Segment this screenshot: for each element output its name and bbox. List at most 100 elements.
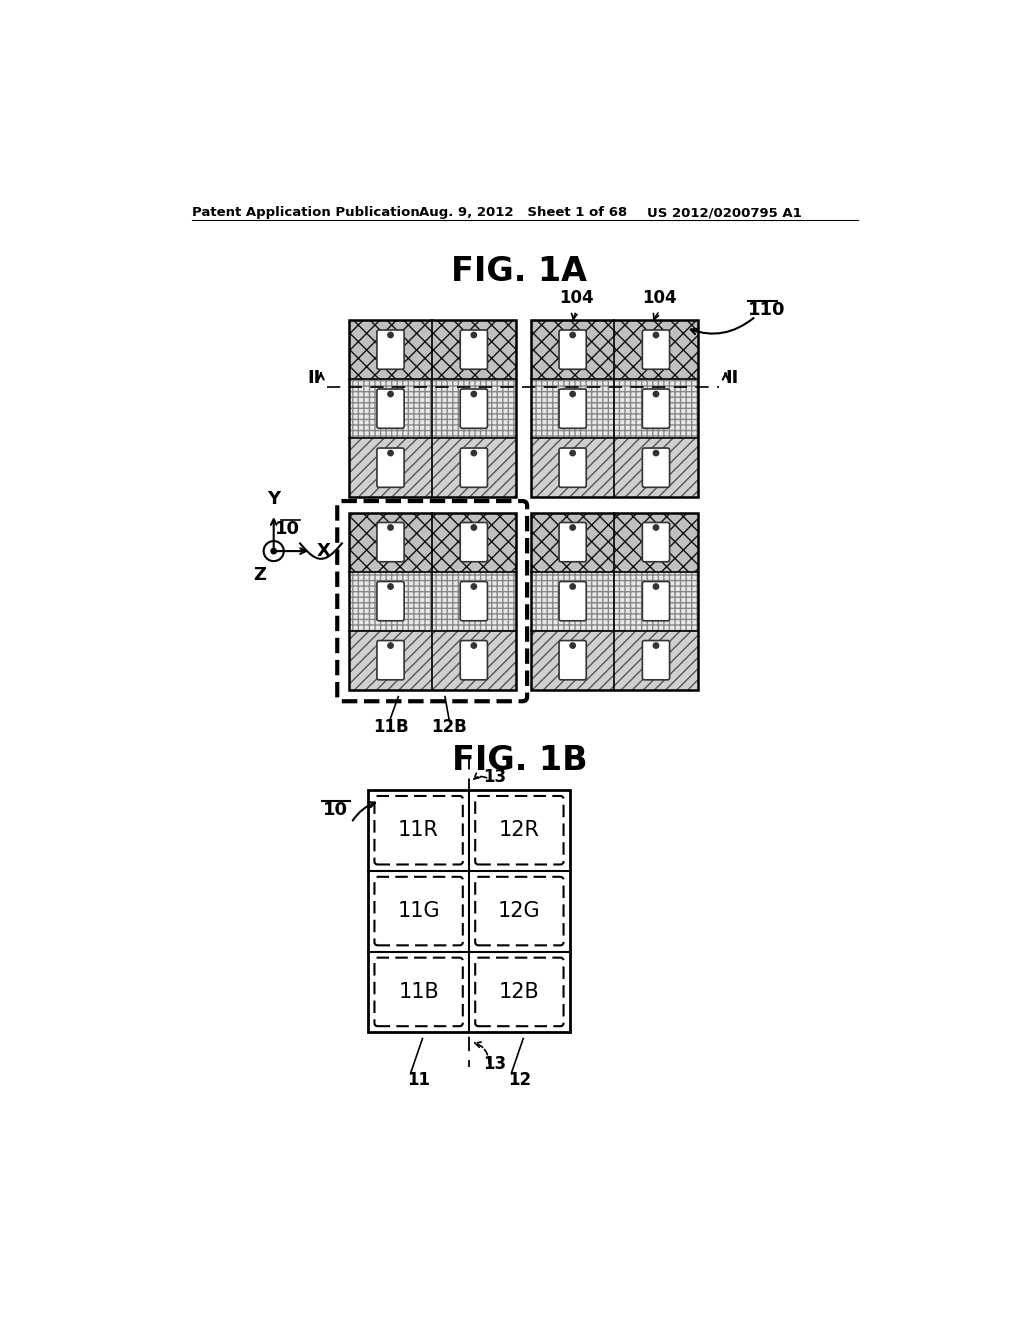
Bar [432, 631, 515, 689]
Bar [531, 512, 614, 572]
Bar [614, 512, 697, 572]
Circle shape [570, 333, 575, 338]
FancyBboxPatch shape [460, 447, 487, 487]
Circle shape [471, 525, 476, 531]
Bar [614, 379, 697, 438]
FancyBboxPatch shape [377, 582, 404, 620]
Circle shape [653, 450, 658, 455]
Bar [349, 572, 432, 631]
Bar [432, 512, 515, 572]
Bar [349, 512, 515, 689]
Bar [349, 379, 432, 438]
Text: 104: 104 [642, 289, 677, 308]
Circle shape [388, 643, 393, 648]
FancyBboxPatch shape [559, 330, 587, 370]
FancyBboxPatch shape [377, 447, 404, 487]
FancyBboxPatch shape [642, 523, 670, 562]
FancyBboxPatch shape [460, 523, 487, 562]
Circle shape [570, 391, 575, 397]
Text: FIG. 1A: FIG. 1A [452, 255, 588, 288]
Text: 11B: 11B [398, 982, 439, 1002]
FancyBboxPatch shape [559, 389, 587, 428]
FancyBboxPatch shape [559, 582, 587, 620]
FancyBboxPatch shape [559, 640, 587, 680]
Circle shape [653, 333, 658, 338]
Text: Aug. 9, 2012   Sheet 1 of 68: Aug. 9, 2012 Sheet 1 of 68 [419, 206, 627, 219]
FancyBboxPatch shape [642, 330, 670, 370]
FancyBboxPatch shape [642, 389, 670, 428]
Bar [531, 572, 614, 631]
Circle shape [570, 525, 575, 531]
Circle shape [653, 643, 658, 648]
Circle shape [471, 450, 476, 455]
Text: 13: 13 [483, 1056, 506, 1073]
FancyBboxPatch shape [559, 447, 587, 487]
Text: X: X [317, 543, 331, 560]
Circle shape [471, 391, 476, 397]
Circle shape [570, 643, 575, 648]
Bar [531, 631, 614, 689]
Circle shape [388, 391, 393, 397]
FancyBboxPatch shape [460, 582, 487, 620]
Bar [349, 512, 432, 572]
Circle shape [570, 450, 575, 455]
Text: 11: 11 [408, 1071, 430, 1089]
Circle shape [653, 583, 658, 589]
Circle shape [653, 525, 658, 531]
Circle shape [388, 525, 393, 531]
Bar [614, 438, 697, 498]
Circle shape [471, 583, 476, 589]
Bar [531, 512, 697, 689]
Circle shape [471, 643, 476, 648]
Bar [432, 572, 515, 631]
Text: 10: 10 [324, 801, 348, 820]
Bar [531, 438, 614, 498]
Bar [531, 379, 614, 438]
Circle shape [388, 333, 393, 338]
Bar [349, 631, 432, 689]
Circle shape [388, 583, 393, 589]
FancyBboxPatch shape [460, 330, 487, 370]
Circle shape [653, 391, 658, 397]
Text: Z: Z [253, 566, 266, 585]
Bar [531, 321, 697, 498]
FancyBboxPatch shape [642, 640, 670, 680]
Text: II: II [308, 370, 321, 387]
Text: 104: 104 [559, 289, 594, 308]
Bar [349, 438, 432, 498]
Bar [432, 321, 515, 379]
Bar [432, 438, 515, 498]
Text: 110: 110 [748, 301, 785, 319]
Bar [432, 379, 515, 438]
FancyBboxPatch shape [377, 523, 404, 562]
Text: II: II [726, 370, 738, 387]
Text: US 2012/0200795 A1: US 2012/0200795 A1 [647, 206, 802, 219]
FancyBboxPatch shape [377, 330, 404, 370]
Bar [349, 321, 432, 379]
Circle shape [570, 583, 575, 589]
Text: 12: 12 [508, 1071, 530, 1089]
FancyBboxPatch shape [642, 447, 670, 487]
Text: 12R: 12R [499, 820, 540, 841]
FancyBboxPatch shape [460, 389, 487, 428]
Bar [531, 321, 614, 379]
Bar [614, 572, 697, 631]
Bar [369, 789, 569, 1032]
Text: 13: 13 [483, 768, 506, 787]
FancyBboxPatch shape [377, 640, 404, 680]
Text: Patent Application Publication: Patent Application Publication [191, 206, 419, 219]
FancyBboxPatch shape [642, 582, 670, 620]
FancyBboxPatch shape [377, 389, 404, 428]
Bar [349, 321, 515, 498]
Bar [614, 631, 697, 689]
FancyBboxPatch shape [460, 640, 487, 680]
Text: 10: 10 [275, 520, 300, 539]
Text: 11G: 11G [397, 902, 440, 921]
Text: 12B: 12B [431, 718, 467, 737]
Bar [614, 321, 697, 379]
Text: Y: Y [267, 490, 281, 508]
Text: 12G: 12G [498, 902, 541, 921]
FancyBboxPatch shape [559, 523, 587, 562]
Circle shape [471, 333, 476, 338]
Circle shape [388, 450, 393, 455]
